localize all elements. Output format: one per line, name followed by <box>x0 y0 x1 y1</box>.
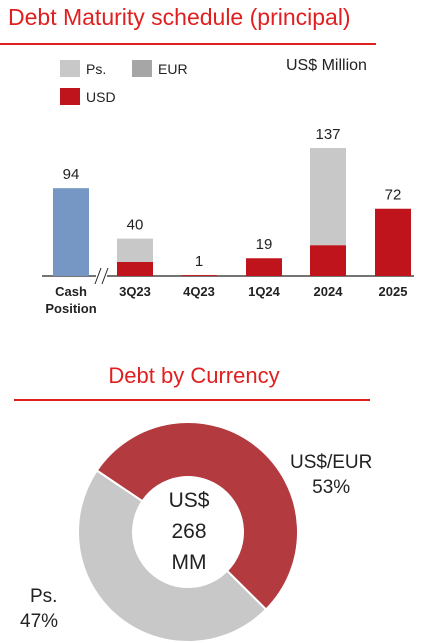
legend-label-eur: EUR <box>158 60 188 77</box>
donut-center-line2: 268 <box>171 520 207 543</box>
legend-swatch-eur <box>132 60 152 77</box>
data-label-1q24: 19 <box>256 236 273 253</box>
bar-usd-1q24 <box>246 258 282 276</box>
legend-item-usd: USD <box>60 88 116 105</box>
donut-center-line3: MM <box>171 551 207 574</box>
unit-label: US$ Million <box>286 57 367 74</box>
data-label-cash-position: 94 <box>63 166 80 183</box>
bar-usd-4q23 <box>181 275 217 276</box>
donut-slice-ps- <box>77 469 268 643</box>
slice-label-ps: Ps. 47% <box>20 584 58 634</box>
data-label-4q23: 1 <box>195 253 203 270</box>
legend-item-eur: EUR <box>132 60 188 77</box>
data-label-2024: 137 <box>315 126 340 143</box>
legend-item-ps: Ps. <box>60 60 106 77</box>
tick-label-2025: 2025 <box>379 284 408 299</box>
title-divider <box>0 43 376 45</box>
pie-title: Debt by Currency <box>108 363 280 388</box>
legend-label-ps: Ps. <box>86 60 107 77</box>
tick-label-1q24: 1Q24 <box>248 284 281 299</box>
donut-center-label: US$ 268 MM <box>144 485 234 578</box>
slice-label-usd-eur: US$/EUR 53% <box>290 450 372 500</box>
slice-label-usd-eur-pct: 53% <box>312 477 351 498</box>
bar-chart: 94 Cash Position 40 3Q23 1 4Q23 19 1Q24 137 2024 72… <box>42 126 414 316</box>
data-label-2025: 72 <box>385 187 402 204</box>
slice-label-ps-name: Ps. <box>30 586 58 607</box>
tick-label-2024: 2024 <box>314 284 344 299</box>
tick-label-3q23: 3Q23 <box>119 284 151 299</box>
bar-ps--2024 <box>310 148 346 246</box>
bar-ps--3q23 <box>117 238 153 262</box>
donut-center-line1: US$ <box>168 489 210 512</box>
bar-usd-2024 <box>310 245 346 276</box>
bar-cash-position-cash-position <box>53 188 89 276</box>
tick-label-cash-position: Cash Position <box>45 284 96 316</box>
slice-label-usd-eur-name: US$/EUR <box>290 452 373 473</box>
pie-title-divider <box>14 399 370 401</box>
slice-label-ps-pct: 47% <box>20 611 59 632</box>
tick-label-4q23: 4Q23 <box>183 284 215 299</box>
bar-usd-2025 <box>375 208 411 276</box>
legend-swatch-ps <box>60 60 80 77</box>
donut-slice-us-eur <box>95 421 299 611</box>
data-label-3q23: 40 <box>127 217 144 234</box>
bar-usd-3q23 <box>117 261 153 276</box>
chart-title: Debt Maturity schedule (principal) <box>8 4 351 30</box>
axis-break <box>94 267 109 285</box>
legend-swatch-usd <box>60 88 80 105</box>
legend-label-usd: USD <box>86 88 116 105</box>
